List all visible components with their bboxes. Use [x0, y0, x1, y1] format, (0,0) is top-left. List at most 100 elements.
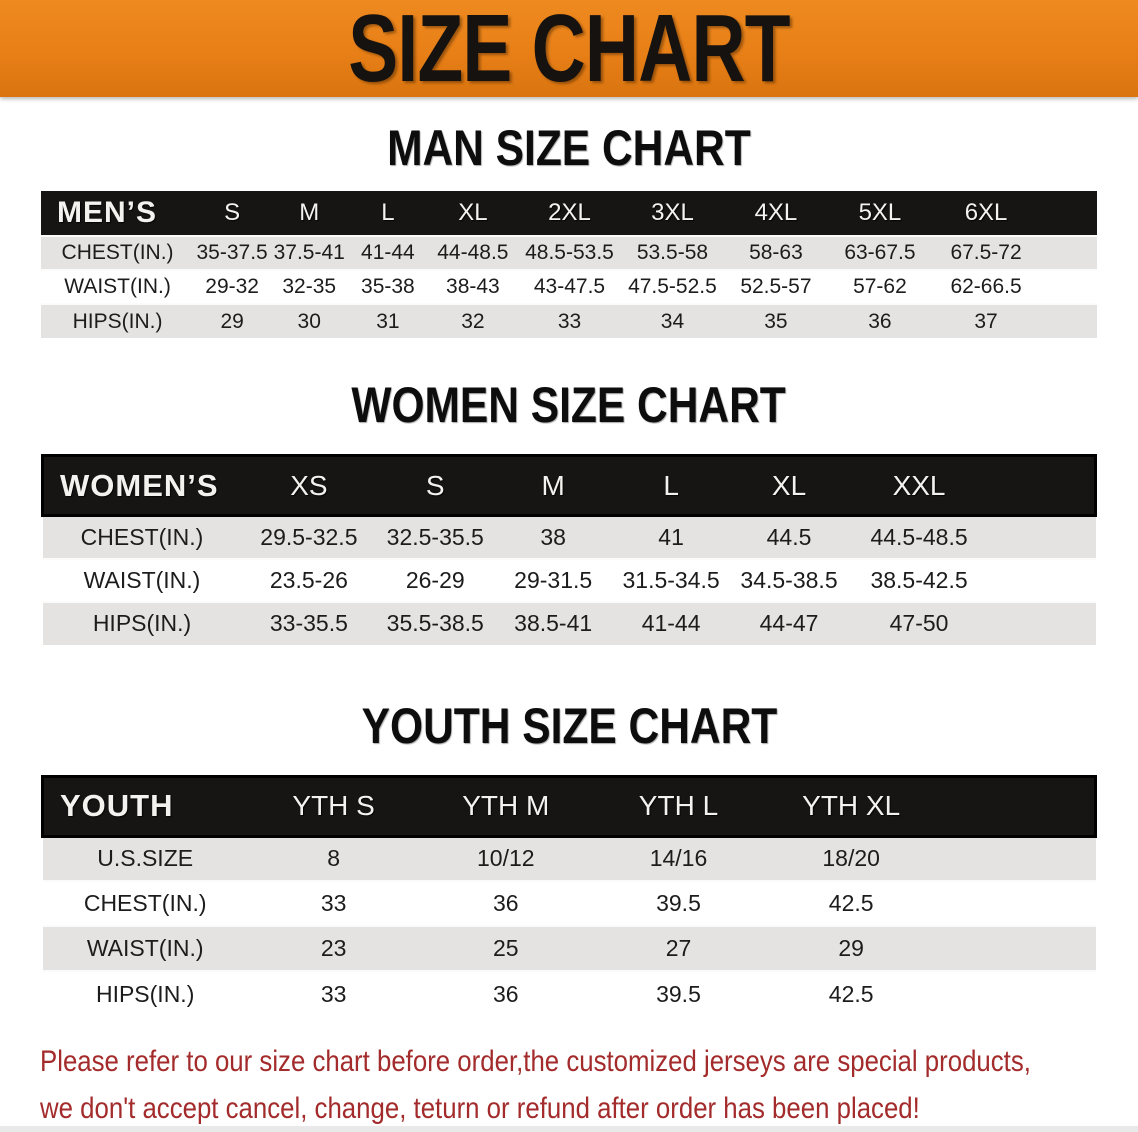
- men-value-cell: 44-48.5: [437, 241, 509, 264]
- men-measurement-row: HIPS(IN.) 29 30 31 32 33 34 35 36 37: [41, 304, 1097, 338]
- men-header-label: MEN’S: [41, 191, 195, 236]
- women-value-cell: 23.5-26: [269, 566, 348, 593]
- youth-value-cell: 42.5: [828, 980, 874, 1007]
- men-value-cell: 35-38: [361, 275, 415, 298]
- youth-value-cell: 39.5: [656, 890, 701, 916]
- women-column-header: XS: [241, 454, 377, 517]
- women-section-title: WOMEN SIZE CHART: [0, 380, 1138, 430]
- women-header-filler: [990, 454, 1098, 517]
- men-header-row: MEN’S S M L XL 2XL 3XL 4XL 5XL 6XL: [41, 191, 1097, 236]
- youth-header-row: YOUTH YTH S YTH M YTH L YTH XL: [40, 774, 1097, 838]
- women-value-cell: 44.5: [766, 523, 812, 550]
- women-value-cell: 47-50: [889, 610, 949, 636]
- youth-value-cell: 33: [320, 980, 347, 1007]
- youth-measurement-row: CHEST(IN.) 33 36 39.5 42.5: [42, 881, 1096, 926]
- youth-row-label: HIPS(IN.): [95, 980, 195, 1007]
- youth-measurement-row: U.S.SIZE 8 10/12 14/16 18/20: [42, 836, 1096, 881]
- men-value-cell: 29: [220, 309, 244, 333]
- women-row-label: WAIST(IN.): [83, 566, 201, 593]
- men-row-label: WAIST(IN.): [64, 275, 171, 298]
- men-value-cell: 32-35: [282, 275, 337, 298]
- women-column-header: S: [376, 454, 495, 517]
- men-value-cell: 31: [376, 309, 400, 333]
- youth-row-label: U.S.SIZE: [97, 845, 194, 872]
- youth-section-title-text: YOUTH SIZE CHART: [361, 697, 777, 754]
- youth-filler-cell: [938, 926, 1096, 971]
- men-filler-cell: [1040, 270, 1097, 304]
- men-filler-cell: [1040, 236, 1097, 270]
- women-value-cell: 34.5-38.5: [740, 566, 838, 593]
- footer-line-1: Please refer to our size chart before or…: [40, 1045, 1031, 1078]
- men-column-header: 6XL: [932, 191, 1040, 236]
- men-value-cell: 63-67.5: [844, 241, 916, 264]
- women-value-cell: 38.5-42.5: [870, 566, 968, 593]
- men-column-header: XL: [427, 191, 519, 236]
- women-row-label: CHEST(IN.): [80, 523, 204, 550]
- man-section-title: MAN SIZE CHART: [0, 123, 1138, 173]
- youth-value-cell: 14/16: [649, 845, 708, 872]
- men-column-header: L: [348, 191, 428, 236]
- women-filler-cell: [990, 559, 1095, 602]
- youth-value-cell: 42.5: [828, 890, 874, 916]
- women-value-cell: 29-31.5: [514, 566, 593, 593]
- men-column-header: 4XL: [724, 191, 828, 236]
- women-filler-cell: [990, 516, 1095, 559]
- youth-value-cell: 36: [493, 980, 519, 1007]
- women-header-row: WOMEN’S XS S M L XL XXL: [40, 454, 1098, 517]
- youth-filler-cell: [938, 881, 1096, 926]
- youth-filler-cell: [938, 836, 1096, 881]
- youth-measurement-row: WAIST(IN.) 23 25 27 29: [42, 926, 1096, 971]
- men-row-label: HIPS(IN.): [72, 309, 163, 333]
- men-column-header: 2XL: [518, 191, 621, 236]
- women-value-cell: 31.5-34.5: [622, 566, 720, 593]
- men-value-cell: 48.5-53.5: [525, 241, 614, 264]
- men-row-label: CHEST(IN.): [61, 241, 174, 264]
- women-value-cell: 26-29: [405, 566, 465, 593]
- footer-note: Please refer to our size chart before or…: [40, 1038, 1138, 1132]
- women-filler-cell: [990, 602, 1095, 645]
- men-value-cell: 37: [974, 309, 998, 333]
- youth-column-header: YTH L: [592, 774, 765, 838]
- youth-value-cell: 27: [665, 935, 692, 961]
- men-header-filler: [1039, 191, 1097, 236]
- men-column-header: 3XL: [620, 191, 725, 236]
- men-value-cell: 38-43: [446, 275, 500, 298]
- youth-header-label: YOUTH: [40, 774, 248, 838]
- footer-line-2: we don't accept cancel, change, teturn o…: [40, 1092, 920, 1125]
- women-value-cell: 38.5-41: [514, 610, 593, 636]
- women-column-header: M: [494, 454, 613, 517]
- women-value-cell: 35.5-38.5: [386, 610, 484, 636]
- men-column-header: M: [270, 191, 349, 236]
- youth-value-cell: 36: [493, 890, 519, 916]
- men-value-cell: 34: [660, 309, 685, 333]
- women-value-cell: 41: [658, 523, 684, 550]
- men-measurement-row: WAIST(IN.) 29-32 32-35 35-38 38-43 43-47.5 47.…: [41, 270, 1097, 304]
- women-measurement-row: HIPS(IN.) 33-35.5 35.5-38.5 38.5-41 41-44 44-…: [42, 601, 1096, 645]
- youth-header-filler: [937, 774, 1097, 838]
- youth-value-cell: 39.5: [656, 980, 701, 1007]
- women-measurement-row: WAIST(IN.) 23.5-26 26-29 29-31.5 31.5-34.5 34…: [42, 558, 1096, 602]
- men-measurement-row: CHEST(IN.) 35-37.5 37.5-41 41-44 44-48.5 48.5…: [41, 236, 1097, 270]
- men-size-table: MEN’S S M L XL 2XL 3XL 4XL 5XL 6XL CHEST(IN.) 35-37…: [41, 191, 1097, 338]
- youth-column-header: YTH S: [247, 774, 420, 838]
- banner: SIZE CHART: [0, 0, 1138, 97]
- women-value-cell: 38: [540, 523, 566, 550]
- youth-row-label: WAIST(IN.): [86, 935, 204, 961]
- men-column-header: 5XL: [827, 191, 933, 236]
- men-value-cell: 43-47.5: [533, 275, 606, 298]
- women-value-cell: 33-35.5: [269, 610, 348, 636]
- youth-measurement-row: HIPS(IN.) 33 36 39.5 42.5: [42, 971, 1096, 1016]
- youth-section-title: YOUTH SIZE CHART: [0, 701, 1138, 751]
- men-value-cell: 57-62: [853, 275, 907, 298]
- youth-value-cell: 18/20: [822, 845, 880, 872]
- women-size-table: WOMEN’S XS S M L XL XXL CHEST(IN.) 29.5-32.5 32.5…: [40, 454, 1098, 645]
- youth-filler-cell: [938, 971, 1096, 1016]
- men-filler-cell: [1040, 304, 1097, 338]
- women-value-cell: 44.5-48.5: [870, 523, 968, 550]
- men-value-cell: 33: [557, 309, 582, 333]
- men-value-cell: 30: [297, 309, 321, 333]
- youth-value-cell: 10/12: [477, 845, 535, 872]
- youth-value-cell: 25: [493, 935, 519, 961]
- men-value-cell: 29-32: [205, 275, 259, 298]
